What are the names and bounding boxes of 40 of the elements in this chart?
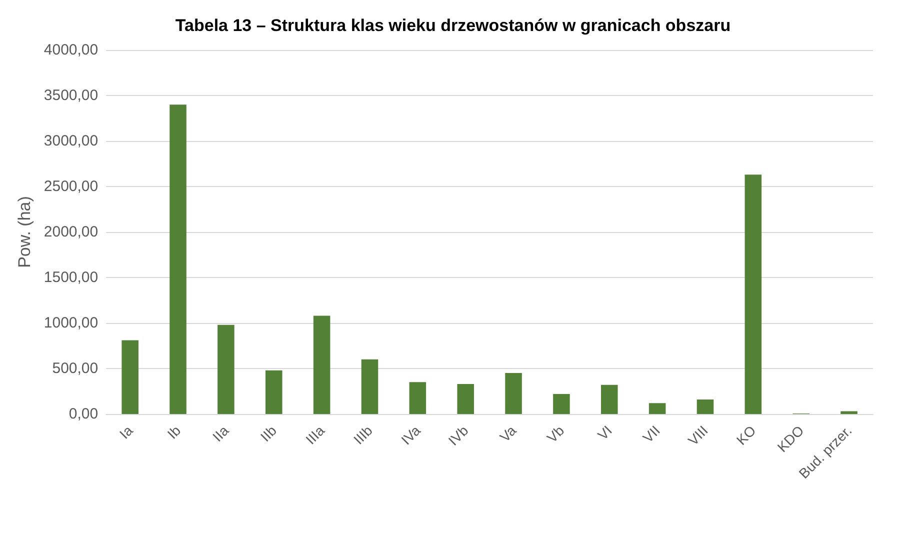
bar <box>840 411 858 414</box>
y-tick-label: 0,00 <box>68 406 98 422</box>
y-tick-label: 2000,00 <box>44 224 98 240</box>
bar <box>744 174 762 414</box>
x-tick-label: VI <box>594 422 616 444</box>
x-tick-label: Ia <box>116 422 136 442</box>
x-tick-label: IVa <box>398 422 424 448</box>
bar <box>601 384 618 414</box>
bar <box>553 394 570 414</box>
x-tick-label: IVb <box>445 422 472 449</box>
y-axis-title: Pow. (ha) <box>15 196 34 268</box>
y-tick-label: 1500,00 <box>44 269 98 286</box>
bar <box>505 373 522 414</box>
x-tick-label: VIII <box>684 422 711 448</box>
bar <box>313 316 330 414</box>
y-tick-label: 3500,00 <box>44 87 98 104</box>
x-tick-label: VII <box>640 422 663 446</box>
bar <box>265 370 282 414</box>
bar <box>696 399 714 414</box>
bar <box>457 384 474 414</box>
x-tick-label: IIIa <box>302 422 328 448</box>
x-tick-label: IIIb <box>350 422 376 448</box>
bar <box>218 324 234 414</box>
x-tick-label: KO <box>733 422 759 448</box>
y-tick-label: 2500,00 <box>44 178 98 195</box>
x-tick-label: IIa <box>209 422 232 445</box>
bar <box>170 104 186 414</box>
y-tick-label: 4000,00 <box>44 42 98 58</box>
x-tick-label: Va <box>496 422 520 446</box>
bar <box>409 382 426 414</box>
y-tick-label: 1000,00 <box>44 314 98 332</box>
y-tick-label: 3000,00 <box>44 132 98 150</box>
y-tick-label: 500,00 <box>52 360 98 377</box>
chart-title: Tabela 13 – Struktura klas wieku drzewostanów w granicach obszaru <box>175 16 731 35</box>
x-tick-label: Ib <box>164 422 184 442</box>
bar <box>648 403 666 414</box>
x-tick-label: IIb <box>257 422 280 445</box>
bar <box>361 359 378 414</box>
bar <box>122 340 138 414</box>
x-tick-label: Vb <box>544 422 568 446</box>
